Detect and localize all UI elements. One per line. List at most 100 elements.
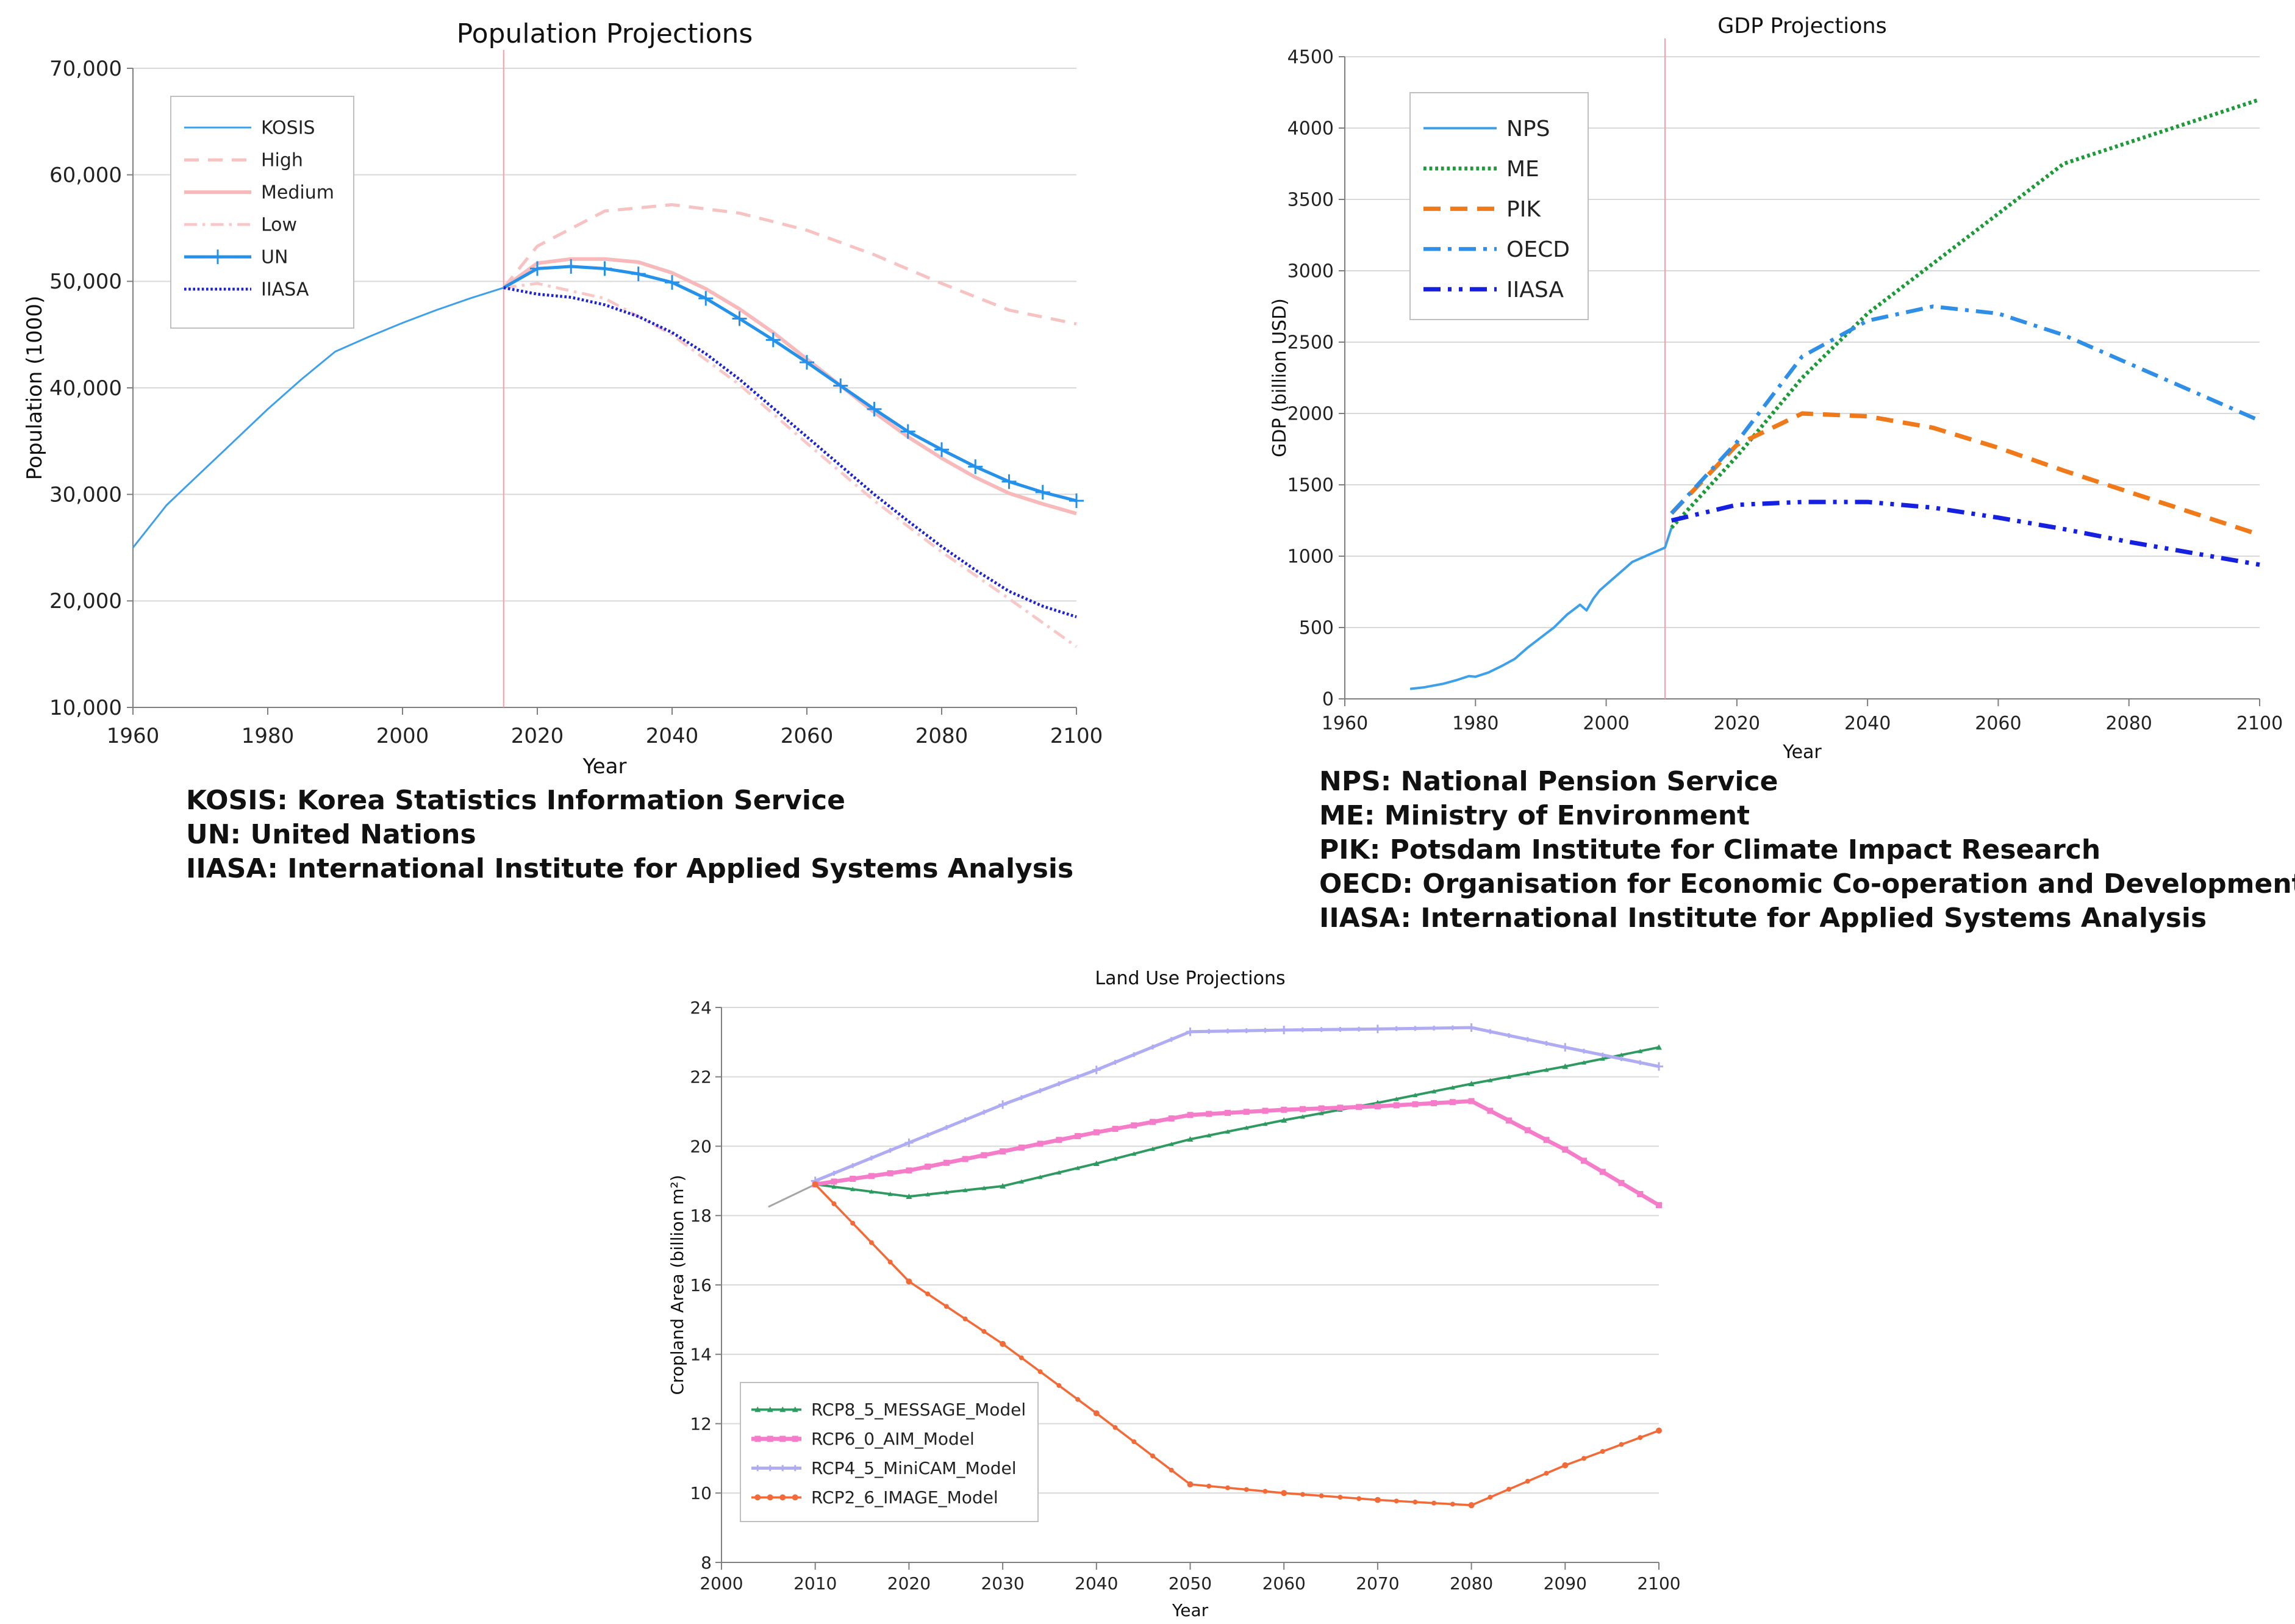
landuse-point-rcp2-6-image-model bbox=[981, 1329, 987, 1334]
landuse-point-rcp2-6-image-model bbox=[943, 1304, 949, 1309]
landuse-line-rcp2-6-image-model bbox=[814, 1183, 1659, 1506]
landuse-x-tick-label: 2080 bbox=[1450, 1573, 1493, 1594]
landuse-point-rcp2-6-image-model bbox=[887, 1259, 893, 1265]
landuse-point-rcp6-0-aim-model bbox=[850, 1175, 856, 1182]
gdp-x-axis-label: Year bbox=[1782, 742, 1822, 763]
population-note-kosis: KOSIS: Korea Statistics Information Serv… bbox=[186, 785, 845, 816]
landuse-point-rcp4-5-minicam-model bbox=[1037, 1088, 1043, 1093]
landuse-point-rcp2-6-image-model bbox=[1169, 1467, 1174, 1473]
gdp-chart-title: GDP Projections bbox=[1717, 14, 1887, 38]
landuse-line-rcp4-5-minicam-model bbox=[814, 1026, 1659, 1182]
population-x-tick-label: 2020 bbox=[511, 724, 564, 748]
landuse-y-tick-label: 22 bbox=[690, 1067, 712, 1087]
landuse-point-rcp2-6-image-model bbox=[831, 1201, 837, 1206]
landuse-point-rcp6-0-aim-model bbox=[962, 1156, 968, 1162]
landuse-series-rcp8-5-message-model bbox=[812, 1044, 1662, 1199]
landuse-point-rcp6-0-aim-model bbox=[1356, 1104, 1362, 1111]
landuse-point-rcp6-0-aim-model bbox=[1618, 1179, 1625, 1186]
landuse-point-rcp2-6-image-model bbox=[1319, 1493, 1324, 1498]
landuse-point-rcp2-6-image-model bbox=[1506, 1486, 1512, 1492]
landuse-x-tick-label: 2070 bbox=[1356, 1573, 1399, 1594]
gdp-x-tick-label: 2100 bbox=[2236, 713, 2283, 734]
landuse-point-rcp2-6-image-model bbox=[1019, 1355, 1024, 1361]
population-point-un bbox=[765, 332, 781, 348]
landuse-y-tick-label: 18 bbox=[690, 1206, 712, 1226]
landuse-point-rcp8-5-message-model bbox=[1319, 1111, 1324, 1115]
population-y-tick-label: 30,000 bbox=[49, 483, 122, 507]
landuse-point-rcp4-5-minicam-model bbox=[1600, 1052, 1605, 1057]
population-point-un bbox=[1035, 485, 1050, 500]
landuse-point-rcp2-6-image-model bbox=[1394, 1498, 1399, 1504]
landuse-point-rcp4-5-minicam-model bbox=[1337, 1026, 1343, 1032]
landuse-point-rcp2-6-image-model bbox=[1656, 1427, 1662, 1434]
landuse-point-rcp2-6-image-model bbox=[1374, 1497, 1381, 1503]
population-abbreviations: KOSIS: Korea Statistics Information Serv… bbox=[186, 784, 1073, 886]
gdp-x-tick-label: 2060 bbox=[1975, 713, 2021, 734]
landuse-point-rcp8-5-message-model bbox=[1131, 1151, 1137, 1156]
landuse-point-rcp2-6-image-model bbox=[1056, 1383, 1062, 1388]
landuse-point-rcp8-5-message-model bbox=[1488, 1078, 1493, 1082]
landuse-x-tick-label: 2030 bbox=[981, 1573, 1024, 1594]
landuse-point-rcp4-5-minicam-model bbox=[998, 1100, 1008, 1109]
landuse-point-rcp2-6-image-model bbox=[1225, 1485, 1230, 1490]
landuse-point-rcp6-0-aim-model bbox=[831, 1178, 837, 1185]
landuse-legend-marker-rcp2-6-image-model bbox=[792, 1494, 798, 1501]
landuse-point-rcp8-5-message-model bbox=[1506, 1074, 1512, 1079]
gdp-x-tick-label: 2040 bbox=[1844, 713, 1891, 734]
landuse-series-rcp2-6-image-model bbox=[812, 1181, 1662, 1509]
landuse-point-rcp6-0-aim-model bbox=[1131, 1122, 1137, 1129]
landuse-point-rcp8-5-message-model bbox=[1056, 1170, 1062, 1175]
landuse-point-rcp6-0-aim-model bbox=[1581, 1157, 1588, 1164]
landuse-point-rcp2-6-image-model bbox=[1300, 1492, 1305, 1497]
landuse-point-rcp8-5-message-model bbox=[943, 1190, 949, 1195]
population-point-un bbox=[732, 311, 747, 326]
landuse-point-rcp2-6-image-model bbox=[925, 1291, 931, 1297]
landuse-point-rcp6-0-aim-model bbox=[1093, 1129, 1100, 1136]
landuse-point-rcp6-0-aim-model bbox=[1337, 1104, 1344, 1111]
population-point-un bbox=[698, 291, 714, 306]
landuse-point-rcp4-5-minicam-model bbox=[1619, 1056, 1624, 1062]
population-series-iiasa bbox=[503, 286, 1077, 618]
gdp-series-pik bbox=[1670, 411, 2261, 537]
population-point-un bbox=[833, 378, 848, 393]
landuse-chart-title: Land Use Projections bbox=[1095, 968, 1285, 989]
population-legend-label-un: UN bbox=[261, 247, 288, 268]
landuse-point-rcp6-0-aim-model bbox=[1412, 1101, 1419, 1107]
landuse-point-rcp6-0-aim-model bbox=[906, 1167, 912, 1174]
landuse-point-rcp2-6-image-model bbox=[812, 1181, 818, 1188]
landuse-point-rcp2-6-image-model bbox=[1262, 1489, 1268, 1494]
landuse-y-tick-label: 16 bbox=[690, 1275, 712, 1295]
gdp-line-oecd bbox=[1670, 304, 2261, 515]
landuse-point-rcp4-5-minicam-model bbox=[925, 1132, 931, 1138]
population-series-high bbox=[502, 203, 1077, 326]
landuse-point-rcp4-5-minicam-model bbox=[1075, 1074, 1081, 1079]
landuse-point-rcp2-6-image-model bbox=[1619, 1442, 1624, 1447]
gdp-legend-label-pik: PIK bbox=[1506, 197, 1541, 222]
landuse-legend-marker-rcp4-5-minicam-model bbox=[767, 1465, 773, 1472]
landuse-line-rcp6-0-aim-model bbox=[815, 1099, 1660, 1207]
population-x-tick-label: 2080 bbox=[915, 724, 968, 748]
gdp-legend-label-nps: NPS bbox=[1506, 116, 1550, 141]
population-series-medium bbox=[503, 257, 1077, 515]
population-point-un bbox=[631, 266, 646, 282]
landuse-point-rcp6-0-aim-model bbox=[1168, 1115, 1175, 1121]
landuse-point-rcp4-5-minicam-model bbox=[1525, 1037, 1530, 1042]
gdp-x-tick-label: 2020 bbox=[1714, 713, 1760, 734]
landuse-point-rcp4-5-minicam-model bbox=[1262, 1028, 1268, 1033]
population-x-tick-label: 2100 bbox=[1050, 724, 1103, 748]
population-point-un bbox=[900, 424, 915, 439]
landuse-legend-marker-rcp6-0-aim-model bbox=[767, 1436, 773, 1442]
landuse-point-rcp6-0-aim-model bbox=[1243, 1109, 1250, 1115]
landuse-point-rcp6-0-aim-model bbox=[1224, 1109, 1231, 1116]
population-note-iiasa: IIASA: International Institute for Appli… bbox=[186, 853, 1074, 884]
landuse-x-tick-label: 2050 bbox=[1169, 1573, 1212, 1594]
landuse-point-rcp6-0-aim-model bbox=[1112, 1126, 1119, 1132]
landuse-point-rcp8-5-message-model bbox=[868, 1189, 874, 1194]
gdp-y-tick-label: 2500 bbox=[1287, 332, 1334, 354]
landuse-point-rcp4-5-minicam-model bbox=[1638, 1060, 1643, 1065]
population-y-tick-label: 40,000 bbox=[49, 376, 122, 401]
landuse-point-rcp4-5-minicam-model bbox=[1581, 1048, 1587, 1054]
gdp-chart: GDP Projections 0 500 1000 1500 2000 2500 3000 3… bbox=[1269, 14, 2283, 763]
landuse-x-tick-label: 2090 bbox=[1544, 1573, 1587, 1594]
landuse-point-rcp4-5-minicam-model bbox=[1225, 1028, 1230, 1034]
